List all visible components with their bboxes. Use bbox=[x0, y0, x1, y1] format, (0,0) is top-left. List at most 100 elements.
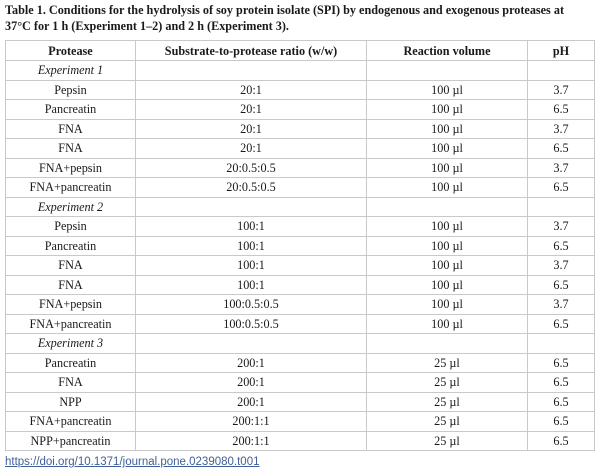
ph-cell: 6.5 bbox=[527, 411, 595, 432]
ratio-cell: 100:1 bbox=[135, 235, 367, 256]
table-caption: Table 1. Conditions for the hydrolysis o… bbox=[5, 3, 565, 33]
ratio-cell: 100:1 bbox=[135, 255, 367, 276]
group-title: Experiment 1 bbox=[5, 60, 136, 81]
group-title: Experiment 3 bbox=[5, 333, 136, 354]
header-protease: Protease bbox=[5, 40, 136, 61]
volume-cell: 100 µl bbox=[366, 138, 528, 159]
protease-cell: FNA bbox=[5, 274, 136, 295]
table-row: Pepsin 20:1 100 µl 3.7 bbox=[5, 79, 595, 100]
group-row: Experiment 1 bbox=[5, 60, 595, 81]
ph-cell: 3.7 bbox=[527, 157, 595, 178]
group-title: Experiment 2 bbox=[5, 196, 136, 217]
ratio-cell: 20:1 bbox=[135, 118, 367, 139]
ph-cell: 3.7 bbox=[527, 216, 595, 237]
doi-link[interactable]: https://doi.org/10.1371/journal.pone.023… bbox=[5, 456, 260, 468]
header-ratio: Substrate-to-protease ratio (w/w) bbox=[135, 40, 367, 61]
header-ph: pH bbox=[527, 40, 595, 61]
volume-cell: 100 µl bbox=[366, 235, 528, 256]
ratio-cell: 100:0.5:0.5 bbox=[135, 294, 367, 315]
volume-cell: 100 µl bbox=[366, 313, 528, 334]
table-header: Protease Substrate-to-protease ratio (w/… bbox=[5, 40, 595, 61]
table-row: FNA 20:1 100 µl 3.7 bbox=[5, 118, 595, 139]
volume-cell: 25 µl bbox=[366, 391, 528, 412]
table-row: Pepsin 100:1 100 µl 3.7 bbox=[5, 216, 595, 237]
protease-conditions-table: Protease Substrate-to-protease ratio (w/… bbox=[5, 40, 595, 451]
table-row: Pancreatin 100:1 100 µl 6.5 bbox=[5, 235, 595, 256]
table-row: NPP+pancreatin 200:1:1 25 µl 6.5 bbox=[5, 430, 595, 451]
protease-cell: FNA bbox=[5, 372, 136, 393]
protease-cell: FNA+pepsin bbox=[5, 157, 136, 178]
table-body: Experiment 1 Pepsin 20:1 100 µl 3.7 Pancreati… bbox=[5, 60, 595, 451]
ratio-cell: 20:0.5:0.5 bbox=[135, 157, 367, 178]
volume-cell: 100 µl bbox=[366, 216, 528, 237]
table-row: FNA 100:1 100 µl 6.5 bbox=[5, 274, 595, 295]
table-row: Pancreatin 20:1 100 µl 6.5 bbox=[5, 99, 595, 120]
table-row: NPP 200:1 25 µl 6.5 bbox=[5, 391, 595, 412]
ph-cell: 6.5 bbox=[527, 352, 595, 373]
empty-cell bbox=[366, 196, 528, 217]
table-row: FNA+pancreatin 100:0.5:0.5 100 µl 6.5 bbox=[5, 313, 595, 334]
volume-cell: 25 µl bbox=[366, 372, 528, 393]
volume-cell: 100 µl bbox=[366, 274, 528, 295]
empty-cell bbox=[135, 60, 367, 81]
protease-cell: FNA bbox=[5, 118, 136, 139]
volume-cell: 100 µl bbox=[366, 99, 528, 120]
protease-cell: Pancreatin bbox=[5, 235, 136, 256]
protease-cell: NPP+pancreatin bbox=[5, 430, 136, 451]
protease-cell: Pancreatin bbox=[5, 99, 136, 120]
ratio-cell: 200:1:1 bbox=[135, 430, 367, 451]
ph-cell: 3.7 bbox=[527, 79, 595, 100]
ratio-cell: 200:1 bbox=[135, 372, 367, 393]
ratio-cell: 20:1 bbox=[135, 79, 367, 100]
empty-cell bbox=[366, 333, 528, 354]
volume-cell: 100 µl bbox=[366, 79, 528, 100]
table-row: FNA+pepsin 100:0.5:0.5 100 µl 3.7 bbox=[5, 294, 595, 315]
group-row: Experiment 3 bbox=[5, 333, 595, 354]
ratio-cell: 200:1 bbox=[135, 391, 367, 412]
ratio-cell: 200:1 bbox=[135, 352, 367, 373]
empty-cell bbox=[527, 196, 595, 217]
volume-cell: 100 µl bbox=[366, 177, 528, 198]
empty-cell bbox=[527, 60, 595, 81]
ph-cell: 6.5 bbox=[527, 235, 595, 256]
ph-cell: 3.7 bbox=[527, 118, 595, 139]
protease-cell: FNA+pancreatin bbox=[5, 411, 136, 432]
ph-cell: 3.7 bbox=[527, 255, 595, 276]
empty-cell bbox=[366, 60, 528, 81]
ph-cell: 6.5 bbox=[527, 372, 595, 393]
protease-cell: FNA+pancreatin bbox=[5, 177, 136, 198]
protease-cell: NPP bbox=[5, 391, 136, 412]
empty-cell bbox=[135, 196, 367, 217]
ratio-cell: 20:1 bbox=[135, 99, 367, 120]
volume-cell: 100 µl bbox=[366, 294, 528, 315]
ratio-cell: 100:1 bbox=[135, 216, 367, 237]
ph-cell: 3.7 bbox=[527, 294, 595, 315]
ph-cell: 6.5 bbox=[527, 430, 595, 451]
ratio-cell: 20:0.5:0.5 bbox=[135, 177, 367, 198]
table-row: FNA+pancreatin 200:1:1 25 µl 6.5 bbox=[5, 411, 595, 432]
volume-cell: 25 µl bbox=[366, 430, 528, 451]
protease-cell: FNA+pancreatin bbox=[5, 313, 136, 334]
empty-cell bbox=[135, 333, 367, 354]
ph-cell: 6.5 bbox=[527, 313, 595, 334]
volume-cell: 100 µl bbox=[366, 118, 528, 139]
ph-cell: 6.5 bbox=[527, 177, 595, 198]
table-row: FNA 20:1 100 µl 6.5 bbox=[5, 138, 595, 159]
volume-cell: 100 µl bbox=[366, 255, 528, 276]
protease-cell: FNA bbox=[5, 255, 136, 276]
ph-cell: 6.5 bbox=[527, 391, 595, 412]
protease-cell: FNA bbox=[5, 138, 136, 159]
table-row: Pancreatin 200:1 25 µl 6.5 bbox=[5, 352, 595, 373]
ph-cell: 6.5 bbox=[527, 274, 595, 295]
table-row: FNA 100:1 100 µl 3.7 bbox=[5, 255, 595, 276]
ratio-cell: 100:1 bbox=[135, 274, 367, 295]
table-row: FNA 200:1 25 µl 6.5 bbox=[5, 372, 595, 393]
ratio-cell: 200:1:1 bbox=[135, 411, 367, 432]
table-row: FNA+pancreatin 20:0.5:0.5 100 µl 6.5 bbox=[5, 177, 595, 198]
empty-cell bbox=[527, 333, 595, 354]
protease-cell: Pancreatin bbox=[5, 352, 136, 373]
volume-cell: 25 µl bbox=[366, 352, 528, 373]
ph-cell: 6.5 bbox=[527, 99, 595, 120]
protease-cell: Pepsin bbox=[5, 79, 136, 100]
protease-cell: FNA+pepsin bbox=[5, 294, 136, 315]
